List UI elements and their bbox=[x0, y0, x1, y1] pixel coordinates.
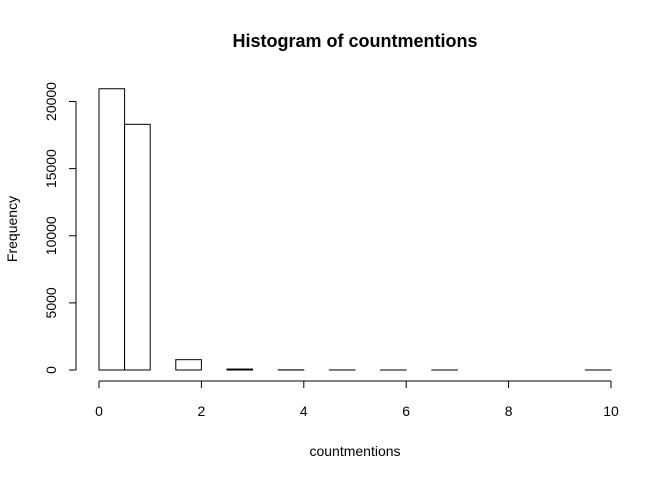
x-tick-label: 4 bbox=[300, 403, 308, 419]
chart-title: Histogram of countmentions bbox=[232, 31, 477, 51]
y-tick-label: 10000 bbox=[43, 216, 59, 255]
bars-group bbox=[98, 88, 612, 371]
x-tick-label: 0 bbox=[95, 403, 103, 419]
y-tick-label: 15000 bbox=[43, 149, 59, 188]
x-axis: 0 2 4 6 8 10 bbox=[95, 380, 619, 419]
x-tick-label: 2 bbox=[198, 403, 206, 419]
histogram-bar bbox=[175, 359, 202, 371]
x-axis-label: countmentions bbox=[309, 443, 400, 459]
histogram-bar bbox=[226, 368, 254, 371]
y-axis-label: Frequency bbox=[4, 196, 20, 262]
histogram-bar bbox=[98, 88, 126, 371]
y-tick-label: 0 bbox=[43, 366, 59, 374]
x-tick-label: 10 bbox=[603, 403, 619, 419]
y-axis: 0 5000 10000 15000 20000 bbox=[43, 82, 77, 374]
histogram-bar bbox=[124, 123, 151, 371]
x-tick-label: 6 bbox=[402, 403, 410, 419]
x-tick-label: 8 bbox=[505, 403, 513, 419]
y-tick-label: 5000 bbox=[43, 287, 59, 318]
y-tick-label: 20000 bbox=[43, 82, 59, 121]
